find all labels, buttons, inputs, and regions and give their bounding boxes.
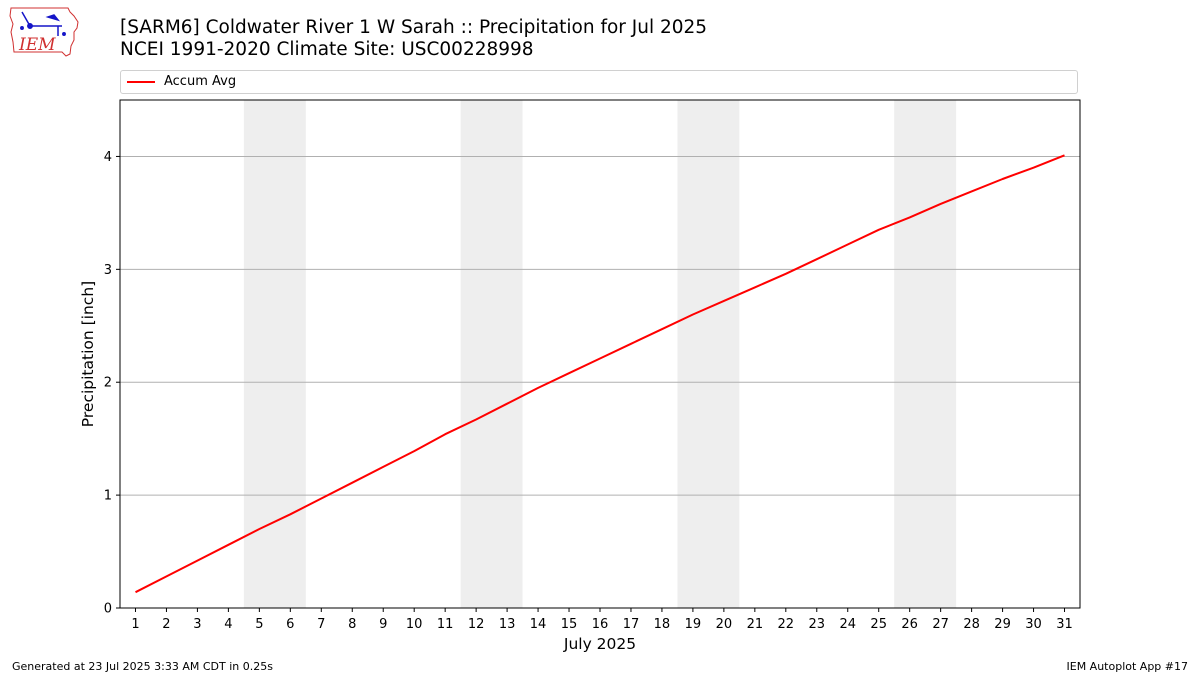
x-tick-label: 20 (716, 617, 733, 632)
x-tick-label: 6 (286, 617, 294, 632)
x-tick-label: 2 (162, 617, 170, 632)
data-point (630, 343, 632, 345)
x-tick-label: 14 (530, 617, 547, 632)
y-tick-label: 2 (104, 376, 112, 391)
data-point (847, 243, 849, 245)
x-tick-label: 22 (778, 617, 795, 632)
y-tick-label: 3 (104, 263, 112, 278)
data-point (939, 203, 941, 205)
logo-text: IEM (18, 35, 56, 55)
series-line-accum-avg (135, 154, 1065, 594)
data-point (1001, 178, 1003, 180)
iem-logo: IEM (9, 7, 79, 57)
x-tick-label: 3 (193, 617, 201, 632)
data-point (506, 402, 508, 404)
data-point (537, 387, 539, 389)
y-axis-label: Precipitation [inch] (79, 281, 97, 427)
x-tick-label: 11 (437, 617, 454, 632)
x-tick-label: 1 (131, 617, 139, 632)
weekend-band-1 (243, 100, 306, 608)
data-point (351, 481, 353, 483)
data-point (878, 229, 880, 231)
x-tick-label: 18 (654, 617, 671, 632)
y-tick-label: 0 (104, 602, 112, 617)
chart-title-line2: NCEI 1991-2020 Climate Site: USC00228998 (120, 39, 534, 60)
data-point (1063, 154, 1065, 156)
data-point (661, 328, 663, 330)
x-tick-label: 28 (963, 617, 980, 632)
x-tick-label: 12 (468, 617, 485, 632)
data-point (258, 528, 260, 530)
data-point (754, 286, 756, 288)
x-tick-label: 5 (255, 617, 263, 632)
data-point (785, 273, 787, 275)
data-point (816, 258, 818, 260)
data-point (475, 418, 477, 420)
data-point (568, 372, 570, 374)
x-tick-label: 21 (747, 617, 764, 632)
data-point (382, 466, 384, 468)
legend: Accum Avg (120, 70, 1078, 94)
chart-title: [SARM6] Coldwater River 1 W Sarah :: Pre… (120, 17, 707, 61)
legend-label: Accum Avg (164, 74, 237, 89)
app-id: IEM Autoplot App #17 (1066, 660, 1189, 673)
y-tick-label: 4 (104, 150, 112, 165)
x-axis-label: July 2025 (563, 635, 636, 653)
data-point (908, 216, 910, 218)
x-tick-label: 17 (623, 617, 640, 632)
x-tick-label: 31 (1056, 617, 1073, 632)
y-tick-label: 1 (104, 489, 112, 504)
data-point (723, 300, 725, 302)
x-tick-label: 15 (561, 617, 578, 632)
data-point (289, 513, 291, 515)
x-tick-label: 16 (592, 617, 609, 632)
x-tick-label: 23 (809, 617, 826, 632)
x-tick-label: 30 (1025, 617, 1042, 632)
x-tick-label: 13 (499, 617, 516, 632)
x-tick-label: 8 (348, 617, 356, 632)
data-point (134, 591, 136, 593)
x-tick-label: 25 (870, 617, 887, 632)
data-point (227, 544, 229, 546)
weekend-band-4 (894, 100, 957, 608)
data-point (165, 575, 167, 577)
x-tick-label: 7 (317, 617, 325, 632)
legend-swatch (127, 81, 155, 83)
weekend-band-3 (677, 100, 740, 608)
generated-timestamp: Generated at 23 Jul 2025 3:33 AM CDT in … (12, 660, 273, 673)
x-tick-label: 24 (839, 617, 856, 632)
data-point (196, 559, 198, 561)
x-tick-label: 4 (224, 617, 232, 632)
chart-title-line1: [SARM6] Coldwater River 1 W Sarah :: Pre… (120, 17, 708, 38)
x-tick-label: 29 (994, 617, 1011, 632)
weekend-band-2 (460, 100, 523, 608)
data-point (320, 497, 322, 499)
plot-frame (119, 99, 1081, 609)
iowa-outline-icon (9, 7, 79, 57)
x-tick-label: 10 (406, 617, 423, 632)
x-tick-label: 9 (379, 617, 387, 632)
x-tick-label: 26 (901, 617, 918, 632)
data-point (692, 313, 694, 315)
x-tick-label: 19 (685, 617, 702, 632)
data-point (1032, 167, 1034, 169)
data-point (444, 433, 446, 435)
x-tick-label: 27 (932, 617, 949, 632)
data-point (599, 357, 601, 359)
weather-station-icon (20, 11, 66, 36)
data-point (970, 190, 972, 192)
data-point (413, 450, 415, 452)
